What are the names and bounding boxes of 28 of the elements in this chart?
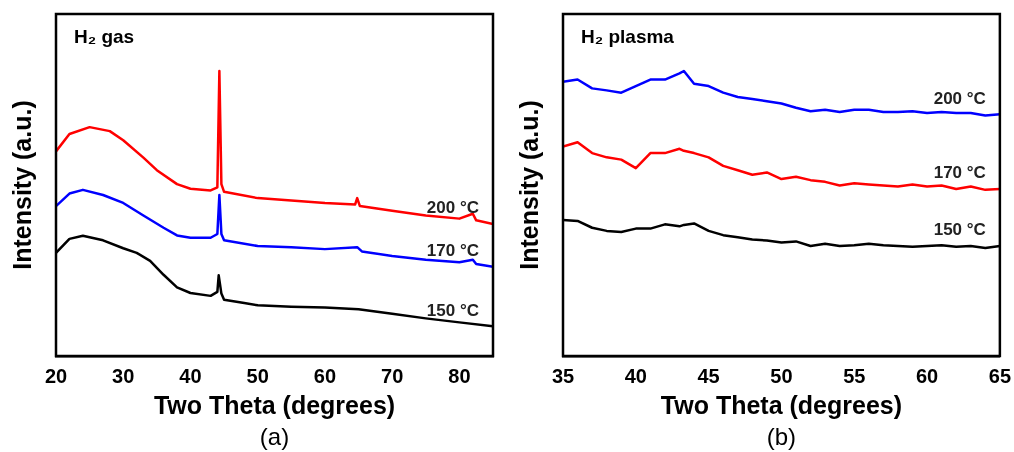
x-tick-label: 50: [770, 364, 793, 387]
chart-title: H₂ plasma: [581, 25, 675, 47]
text: (b): [766, 422, 797, 450]
x-tick-label: 40: [624, 364, 647, 387]
x-tick-label: 20: [44, 364, 68, 387]
series-label: 150 °C: [933, 220, 986, 240]
x-tick-label: 50: [246, 364, 269, 387]
series-label: 200 °C: [426, 198, 479, 218]
series-label: 170 °C: [933, 163, 986, 183]
x-tick-label: 65: [988, 364, 1011, 387]
text: (a): [259, 422, 290, 450]
x-tick-label: 55: [843, 364, 866, 387]
x-axis-title: Two Theta (degrees): [660, 390, 903, 419]
y-axis-title: Intensity (a.u.): [514, 100, 543, 270]
y-axis-title: Intensity (a.u.): [7, 100, 36, 270]
x-tick-label: 45: [697, 364, 720, 387]
x-tick-label: 60: [915, 364, 939, 387]
x-tick-label: 80: [448, 364, 471, 387]
x-tick-label: 40: [179, 364, 202, 387]
series-label: 200 °C: [933, 88, 986, 108]
series-label: 170 °C: [426, 240, 479, 260]
x-tick-label: 30: [112, 364, 135, 387]
x-tick-label: 60: [313, 364, 337, 387]
chart-title: H₂ gas: [74, 25, 135, 47]
x-tick-label: 35: [551, 364, 575, 387]
x-axis-title: Two Theta (degrees): [153, 390, 396, 419]
series-label: 150 °C: [426, 300, 479, 320]
x-tick-label: 70: [381, 364, 404, 387]
